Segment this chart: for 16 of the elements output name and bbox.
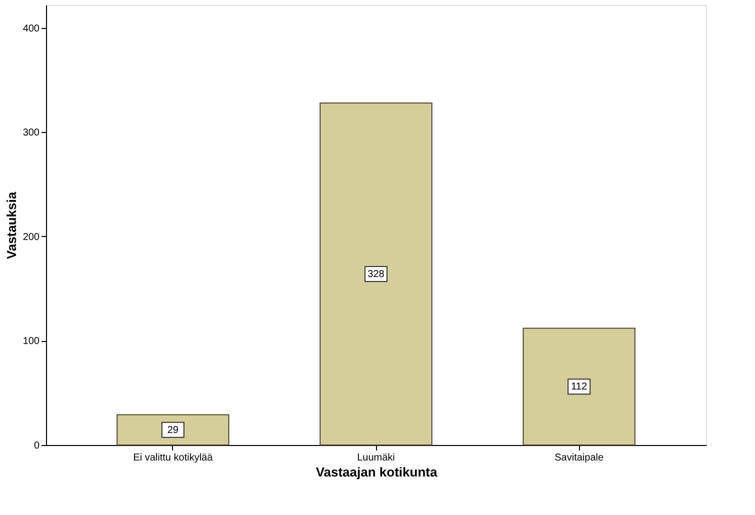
y-tick-label: 400 bbox=[22, 23, 40, 34]
x-axis-title: Vastaajan kotikunta bbox=[316, 464, 438, 480]
data-label: 328 bbox=[368, 269, 385, 280]
bar bbox=[116, 414, 230, 446]
y-axis-title: Vastauksia bbox=[4, 191, 19, 260]
x-tick-label: Ei valittu kotikylää bbox=[133, 452, 214, 464]
y-tick-label: 200 bbox=[22, 232, 40, 243]
y-tick-label: 100 bbox=[22, 336, 40, 348]
x-tick-label: Luumäki bbox=[357, 452, 395, 464]
data-label: 112 bbox=[571, 382, 588, 393]
bar bbox=[522, 328, 636, 446]
data-label: 29 bbox=[167, 424, 179, 436]
bar bbox=[320, 102, 432, 446]
y-tick-label: 300 bbox=[22, 128, 40, 139]
x-tick-label: Savitaipale bbox=[554, 452, 604, 464]
y-tick-label: 0 bbox=[34, 440, 40, 452]
